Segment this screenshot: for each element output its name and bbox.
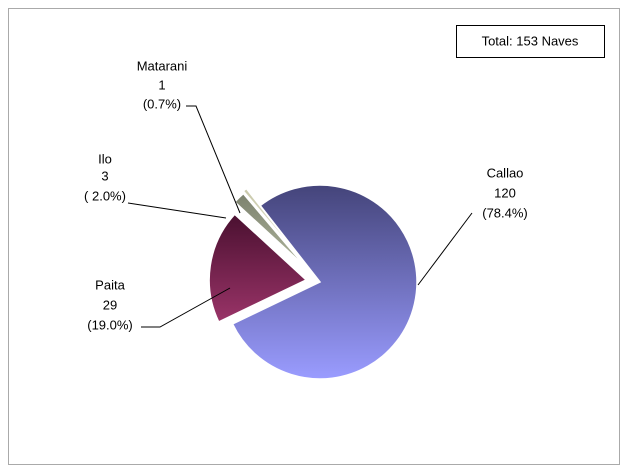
- pie-slice: [208, 213, 308, 323]
- pie-slice: [231, 184, 418, 380]
- category-label: Matarani: [137, 58, 188, 73]
- value-label: 1: [158, 77, 165, 92]
- percent-label: ( 2.0%): [84, 188, 126, 203]
- category-label: Ilo: [98, 151, 112, 166]
- annotation: Total: 153 Naves: [482, 33, 579, 48]
- leader-line: [127, 202, 227, 219]
- percent-label: (19.0%): [87, 317, 133, 332]
- percent-label: (0.7%): [143, 96, 181, 111]
- value-label: 3: [101, 168, 108, 183]
- category-label: Callao: [487, 165, 524, 180]
- value-label: 29: [103, 297, 117, 312]
- pie-slice: [233, 192, 307, 269]
- leader-line: [141, 287, 231, 328]
- leader-line: [186, 105, 241, 214]
- percent-label: (78.4%): [482, 205, 528, 220]
- leader-line: [417, 212, 473, 286]
- pie-slice: [242, 187, 307, 266]
- value-label: 120: [494, 185, 516, 200]
- annotation-box: [456, 25, 605, 58]
- category-label: Paita: [95, 277, 125, 292]
